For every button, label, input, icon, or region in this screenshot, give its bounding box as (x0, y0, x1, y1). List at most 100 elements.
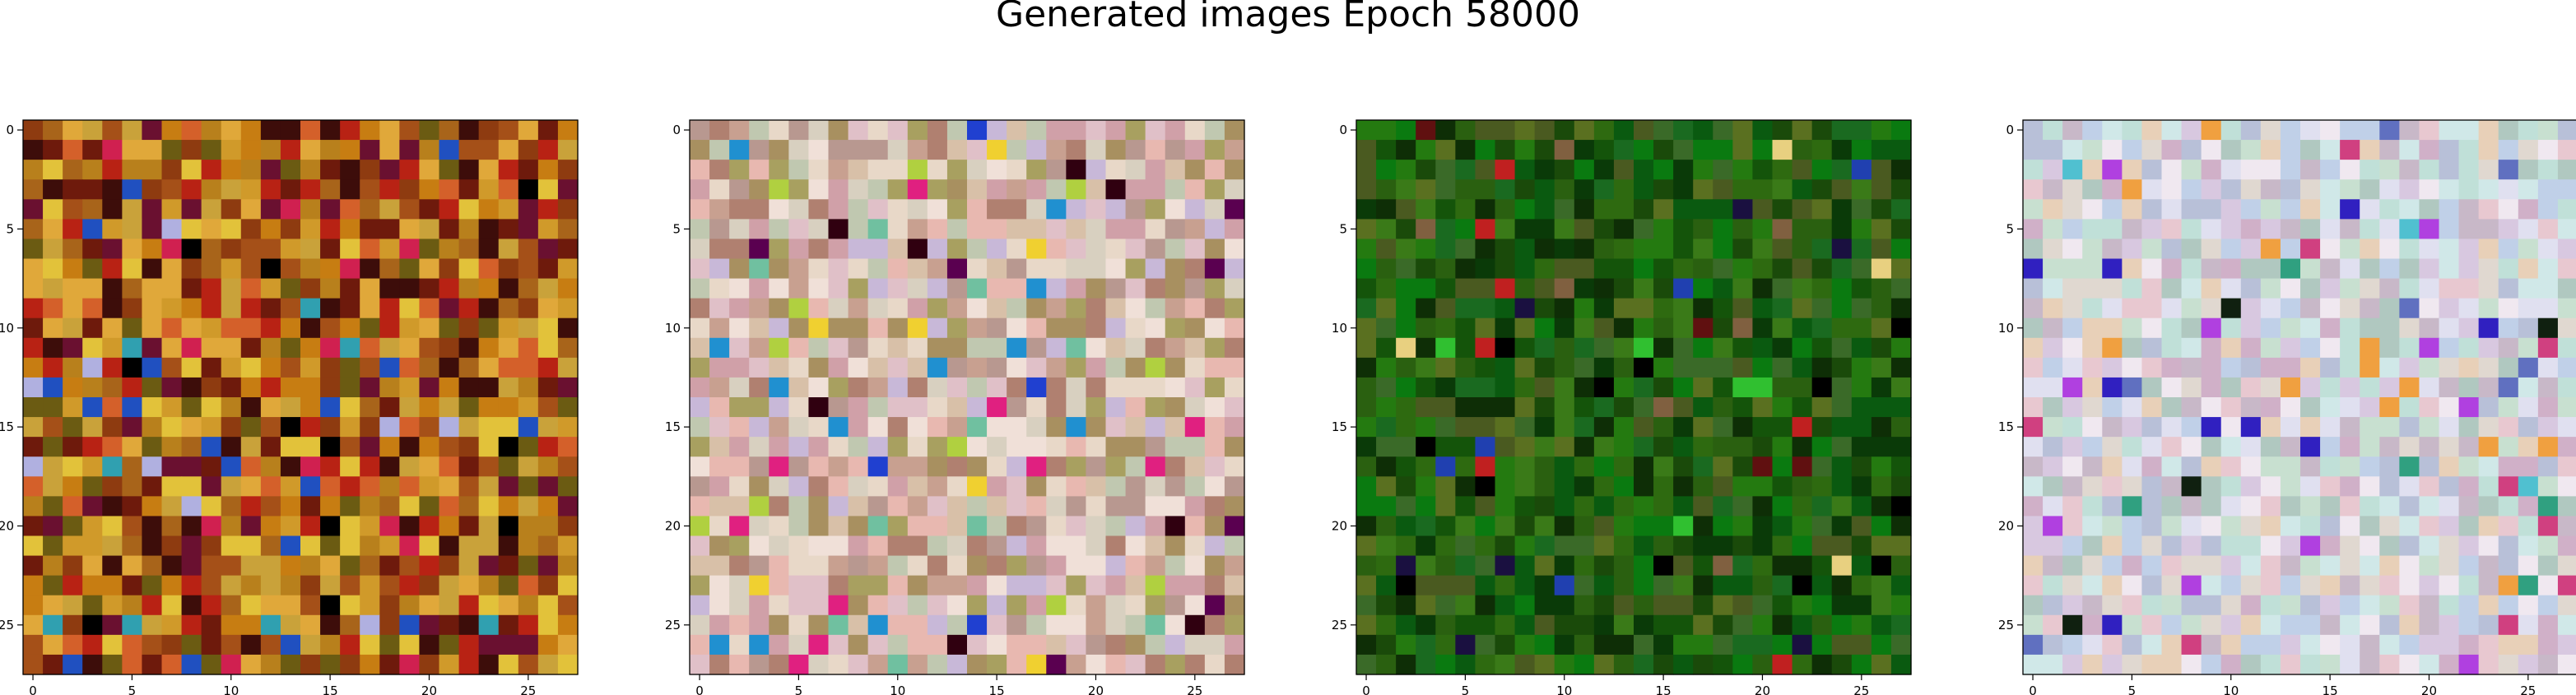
pixel-cell (1535, 615, 1555, 636)
pixel-cell (2379, 338, 2400, 359)
pixel-cell (729, 378, 750, 398)
pixel-cell (379, 378, 400, 398)
pixel-cell (888, 536, 909, 557)
pixel-cell (439, 556, 460, 577)
pixel-cell (690, 219, 710, 239)
pixel-cell (1693, 378, 1713, 398)
pixel-cell (709, 179, 730, 200)
pixel-cell (1007, 437, 1027, 457)
pixel-cell (360, 556, 380, 577)
pixel-cell (1046, 160, 1067, 180)
pixel-cell (1535, 476, 1555, 497)
pixel-cell (1396, 318, 1416, 339)
pixel-cell (439, 160, 460, 180)
pixel-cell (1007, 476, 1027, 497)
pixel-cell (729, 239, 750, 259)
pixel-cell (2320, 496, 2341, 517)
pixel-cell (2281, 476, 2301, 497)
pixel-cell (63, 378, 83, 398)
pixel-cell (261, 456, 281, 477)
pixel-cell (1773, 576, 1793, 596)
pixel-cell (2360, 299, 2380, 319)
pixel-cell (749, 556, 770, 577)
pixel-cell (2141, 299, 2162, 319)
pixel-cell (2499, 576, 2519, 596)
pixel-cell (2479, 259, 2499, 280)
pixel-cell (1693, 496, 1713, 517)
pixel-cell (1574, 279, 1595, 299)
pixel-cell (1872, 496, 1892, 517)
pixel-cell (1225, 437, 1245, 457)
pixel-cell (987, 239, 1007, 259)
pixel-cell (1435, 358, 1456, 378)
pixel-cell (538, 358, 559, 378)
pixel-cell (1356, 338, 1377, 359)
pixel-cell (2221, 219, 2242, 239)
pixel-cell (1046, 199, 1067, 220)
pixel-cell (1046, 397, 1067, 418)
pixel-cell (1872, 437, 1892, 457)
pixel-cell (829, 160, 849, 180)
pixel-cell (340, 576, 360, 596)
pixel-cell (1146, 378, 1166, 398)
pixel-cell (2360, 378, 2380, 398)
pixel-cell (2241, 279, 2262, 299)
pixel-cell (122, 417, 142, 438)
pixel-cell (558, 417, 579, 438)
pixel-cell (82, 437, 103, 457)
pixel-cell (281, 655, 301, 675)
pixel-cell (2558, 140, 2576, 160)
pixel-cell (769, 318, 789, 339)
pixel-cell (2479, 397, 2499, 418)
pixel-cell (1812, 456, 1833, 477)
pixel-cell (23, 536, 44, 557)
pixel-cell (2459, 655, 2480, 675)
pixel-cell (1852, 179, 1872, 200)
pixel-cell (2141, 576, 2162, 596)
pixel-cell (849, 378, 869, 398)
pixel-cell (2221, 556, 2242, 577)
pixel-cell (2459, 120, 2480, 141)
pixel-cell (2558, 338, 2576, 359)
pixel-cell (2399, 279, 2420, 299)
pixel-cell (2122, 437, 2142, 457)
pixel-cell (2182, 476, 2202, 497)
pixel-cell (1852, 496, 1872, 517)
pixel-cell (2062, 358, 2083, 378)
pixel-cell (63, 318, 83, 339)
pixel-cell (1891, 536, 1912, 557)
pixel-cell (729, 338, 750, 359)
pixel-cell (102, 338, 123, 359)
pixel-cell (281, 259, 301, 280)
pixel-cell (908, 476, 928, 497)
pixel-cell (1416, 635, 1436, 656)
pixel-cell (749, 576, 770, 596)
pixel-cell (1396, 536, 1416, 557)
pixel-cell (1515, 219, 1536, 239)
pixel-cell (1106, 338, 1127, 359)
pixel-cell (1535, 595, 1555, 616)
pixel-cell (459, 199, 480, 220)
pixel-cell (2141, 635, 2162, 656)
pixel-cell (2538, 496, 2559, 517)
pixel-cell (1205, 338, 1225, 359)
pixel-cell (1416, 338, 1436, 359)
pixel-cell (1185, 318, 1206, 339)
pixel-cell (202, 655, 222, 675)
pixel-cell (928, 655, 948, 675)
pixel-cell (2281, 299, 2301, 319)
pixel-cell (2360, 338, 2380, 359)
pixel-cell (1732, 615, 1753, 636)
pixel-cell (1515, 378, 1536, 398)
pixel-cell (1732, 259, 1753, 280)
pixel-cell (2340, 397, 2360, 418)
pixel-cell (1693, 576, 1713, 596)
pixel-cell (419, 219, 439, 239)
pixel-cell (1086, 496, 1106, 517)
pixel-cell (928, 536, 948, 557)
pixel-cell (1495, 635, 1516, 656)
pixel-cell (1793, 120, 1813, 141)
pixel-cell (2479, 595, 2499, 616)
pixel-cell (2479, 338, 2499, 359)
pixel-cell (518, 437, 539, 457)
